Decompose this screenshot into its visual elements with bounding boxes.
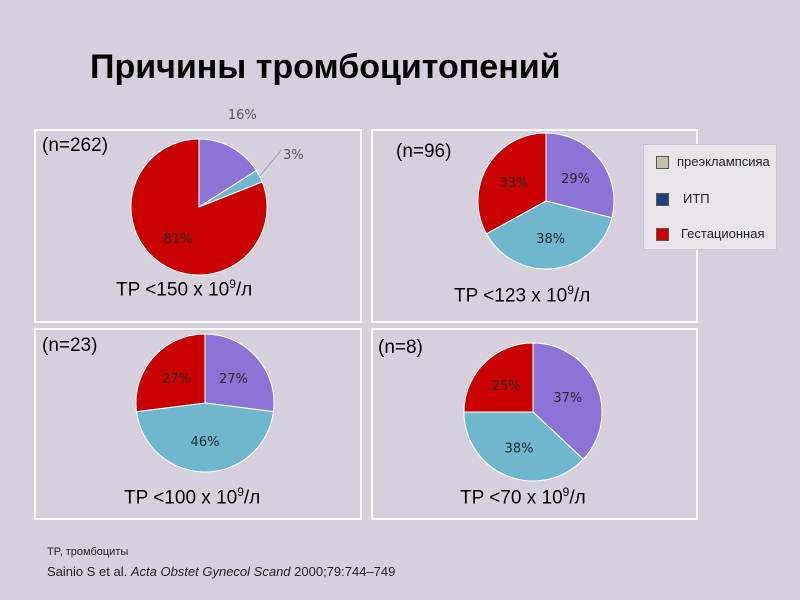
- legend-swatch: [656, 156, 669, 170]
- pie-slice: [463, 342, 534, 413]
- platelet-threshold-label: TP <123 x 109/л: [454, 283, 590, 307]
- sample-size-label: (n=23): [42, 335, 98, 356]
- pie-slice: [204, 333, 275, 413]
- threshold-unit: /л: [243, 487, 261, 509]
- pie-slice: [463, 411, 585, 482]
- pie-slice-label: 38%: [536, 232, 565, 247]
- pie-slice-label: 81%: [164, 232, 193, 247]
- pie-slice-label: 37%: [553, 391, 582, 406]
- pie-slice: [198, 138, 258, 208]
- platelet-threshold-label: TP <100 x 109/л: [124, 485, 260, 509]
- pie-slice: [485, 200, 613, 270]
- legend-label: преэклампсияа: [677, 154, 770, 169]
- citation-authors: Sainio S et al.: [47, 564, 131, 579]
- citation-journal: Acta Obstet Gynecol Scand: [130, 564, 291, 579]
- threshold-exponent: 9: [567, 283, 574, 297]
- pie-slice-label: 38%: [505, 441, 534, 456]
- legend-label: ИТП: [683, 191, 710, 206]
- pie-slice-label: 46%: [191, 435, 220, 450]
- pie-slice-label: 29%: [561, 172, 590, 187]
- legend-item-itp: ИТП: [656, 191, 710, 207]
- chart-panel-1: [34, 129, 362, 323]
- threshold-exponent: 9: [229, 277, 236, 291]
- threshold-text: TP <150 x 10: [116, 279, 230, 301]
- threshold-exponent: 9: [562, 485, 570, 499]
- threshold-exponent: 9: [237, 485, 244, 499]
- pie-slice-label: 3%: [283, 148, 304, 163]
- pie-slice: [477, 132, 547, 235]
- footnote: TP, тромбоциты: [47, 546, 129, 558]
- pie-slice-label: 27%: [162, 372, 191, 387]
- pie-slice: [135, 402, 275, 473]
- threshold-text: TP <123 x 10: [454, 285, 568, 307]
- legend-swatch: [656, 228, 669, 242]
- legend-item-gestational: Гестационная: [656, 226, 765, 242]
- page-title: Причины тромбоцитопений: [90, 48, 561, 86]
- pie-slice-label: 33%: [499, 176, 528, 191]
- threshold-unit: /л: [235, 279, 253, 301]
- sample-size-label: (n=8): [378, 337, 423, 358]
- citation-details: 2000;79:744–749: [290, 564, 396, 579]
- threshold-text: TP <100 x 10: [124, 487, 238, 509]
- leader-line: [259, 149, 282, 177]
- threshold-unit: /л: [569, 487, 586, 509]
- chart-legend: преэклампсияа ИТП Гестационная: [643, 144, 777, 250]
- chart-panel-4: [371, 328, 698, 520]
- citation: Sainio S et al. Acta Obstet Gynecol Scan…: [47, 564, 395, 579]
- pie-slice-label: 16%: [228, 108, 257, 123]
- pie-slice-label: 25%: [492, 379, 521, 394]
- platelet-threshold-label: TP <150 x 109/л: [116, 277, 252, 301]
- pie-slice: [532, 342, 603, 460]
- sample-size-label: (n=96): [396, 141, 452, 162]
- pie-slice-label: 27%: [219, 372, 248, 387]
- platelet-threshold-label: TP <70 x 109/л: [460, 485, 586, 509]
- legend-swatch: [656, 193, 669, 207]
- legend-item-preeclampsia: преэклампсияа: [656, 154, 770, 170]
- chart-panel-3: [34, 328, 362, 520]
- pie-slice: [545, 132, 615, 219]
- legend-label: Гестационная: [681, 226, 765, 241]
- sample-size-label: (n=262): [42, 135, 109, 156]
- pie-slice: [135, 333, 206, 413]
- threshold-unit: /л: [573, 285, 591, 307]
- pie-slice: [130, 138, 268, 276]
- threshold-text: TP <70 x 10: [460, 487, 563, 509]
